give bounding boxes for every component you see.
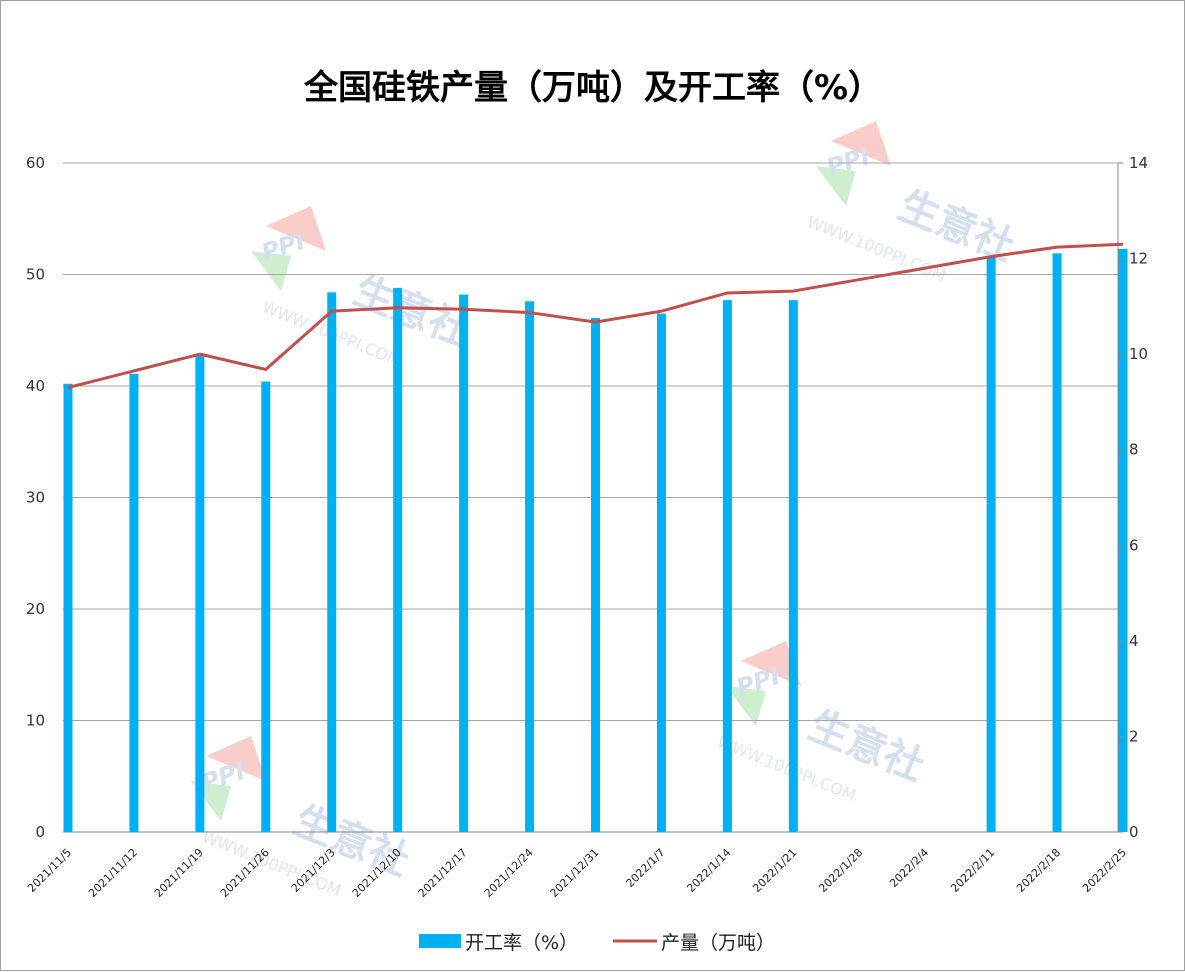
x-tick-label: 2021/11/5 xyxy=(25,846,74,895)
left-tick-label: 30 xyxy=(26,489,45,507)
x-axis: 2021/11/5 2021/11/12 2021/11/19 2021/11/26 2… xyxy=(25,846,1129,900)
bar-series xyxy=(63,248,1128,833)
x-tick-label: 2022/2/18 xyxy=(1014,846,1063,895)
watermark-logo-red xyxy=(741,641,801,686)
right-tick-label: 8 xyxy=(1129,441,1139,459)
x-tick-label: 2021/12/24 xyxy=(482,846,536,900)
right-tick-label: 2 xyxy=(1129,727,1139,745)
watermark-logo-text: PPI xyxy=(823,142,874,182)
watermark-logo-red xyxy=(206,736,266,781)
left-tick-label: 50 xyxy=(26,266,45,284)
left-tick-label: 10 xyxy=(26,712,45,730)
watermark-logo-red xyxy=(831,121,891,166)
x-tick-label: 2022/2/25 xyxy=(1080,846,1129,895)
left-axis: 0 10 20 30 40 50 60 xyxy=(26,154,45,841)
right-tick-label: 6 xyxy=(1129,536,1139,554)
x-tick-label: 2022/1/21 xyxy=(750,846,799,895)
chart-title: 全国硅铁产量（万吨）及开工率（%） xyxy=(303,68,882,108)
left-tick-label: 40 xyxy=(26,377,45,395)
watermark-logo-green xyxy=(726,686,766,726)
x-tick-label: 2021/12/31 xyxy=(548,846,602,900)
bar xyxy=(63,383,73,832)
right-axis: 0 2 4 6 8 10 12 14 xyxy=(1118,154,1148,841)
x-tick-label: 2022/2/11 xyxy=(948,846,997,895)
watermark-logo-green xyxy=(251,251,291,291)
grid-lines xyxy=(63,162,1119,833)
legend-bar-label: 开工率（%） xyxy=(465,932,578,954)
production-line xyxy=(67,242,1124,390)
bar xyxy=(1118,248,1128,833)
x-tick-label: 2022/1/28 xyxy=(816,846,865,895)
bar xyxy=(393,287,403,832)
legend: 开工率（%） 产量（万吨） xyxy=(419,932,775,954)
watermark-logo-red xyxy=(266,206,326,251)
bar xyxy=(1052,253,1062,832)
watermark-logo-text: PPI xyxy=(258,227,309,267)
x-tick-label: 2022/2/4 xyxy=(887,846,931,890)
bar xyxy=(327,292,337,833)
bar xyxy=(986,256,996,832)
watermark-logo-text: PPI xyxy=(733,662,784,702)
bar xyxy=(195,354,205,832)
watermark-logo-green xyxy=(816,166,856,206)
bar xyxy=(591,317,600,832)
x-tick-label: 2022/1/14 xyxy=(684,846,733,895)
right-tick-label: 12 xyxy=(1129,250,1148,268)
x-tick-label: 2021/11/19 xyxy=(152,846,206,900)
right-tick-label: 0 xyxy=(1129,823,1139,841)
x-tick-label: 2022/1/7 xyxy=(623,846,667,890)
legend-bar-swatch xyxy=(419,934,461,948)
x-tick-label: 2021/12/17 xyxy=(416,846,470,900)
right-tick-label: 10 xyxy=(1129,345,1148,363)
left-tick-label: 60 xyxy=(26,154,45,172)
bar xyxy=(459,294,469,832)
bar xyxy=(656,313,666,832)
bar xyxy=(261,381,271,832)
right-tick-label: 14 xyxy=(1129,154,1148,172)
left-tick-label: 20 xyxy=(26,600,45,618)
legend-line-label: 产量（万吨） xyxy=(661,932,775,954)
line-series xyxy=(67,242,1124,390)
bar xyxy=(525,301,535,832)
bar xyxy=(722,300,732,832)
right-tick-label: 4 xyxy=(1129,632,1139,650)
bar xyxy=(129,373,139,832)
watermark-logo-text: PPI xyxy=(198,757,249,797)
left-tick-label: 0 xyxy=(35,823,45,841)
bar xyxy=(788,300,798,832)
x-tick-label: 2021/11/12 xyxy=(86,846,140,900)
